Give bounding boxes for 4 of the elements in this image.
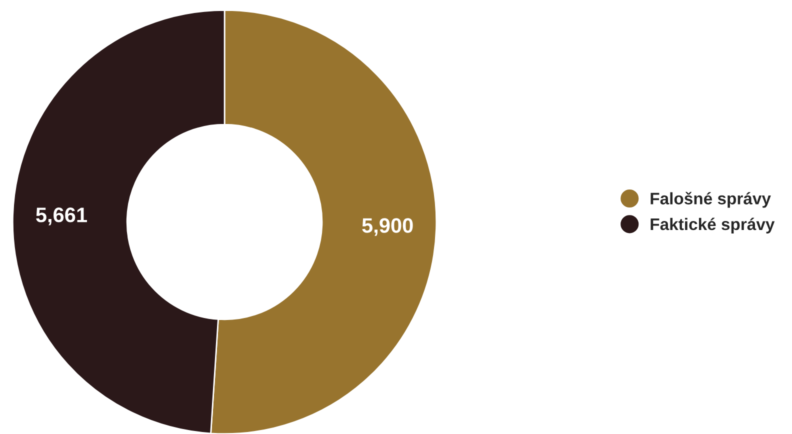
data-label: 5,900 (362, 218, 413, 236)
legend-label: Falošné správy (650, 192, 771, 208)
legend-label: Faktické správy (650, 218, 775, 234)
data-label: 5,661 (36, 208, 87, 226)
